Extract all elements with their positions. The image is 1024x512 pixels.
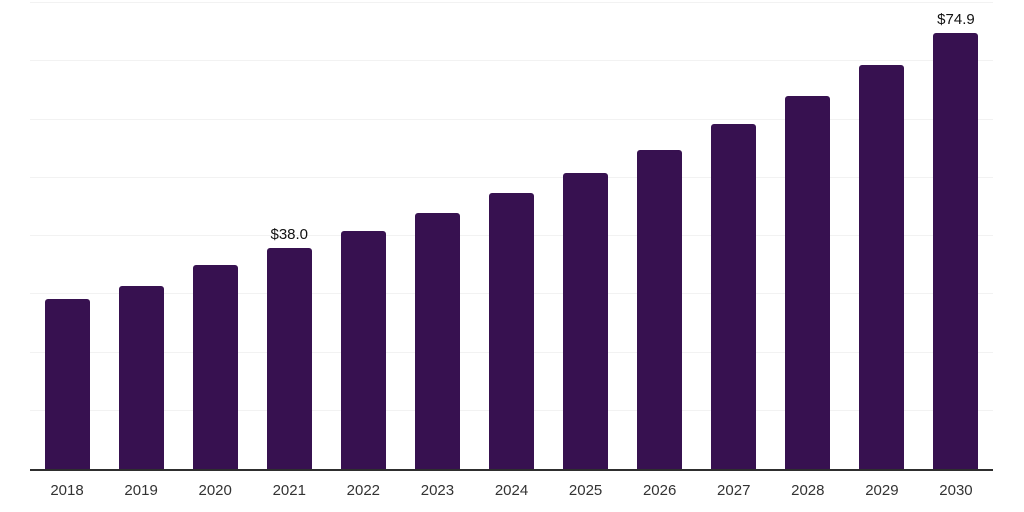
gridline-60 [30, 118, 993, 120]
bar-2024 [489, 193, 534, 469]
bar-value-label-2030: $74.9 [937, 10, 975, 28]
x-tick-label-2022: 2022 [346, 482, 381, 499]
bar-2021 [266, 247, 312, 469]
bar-2020 [192, 264, 238, 469]
x-axis-line [30, 469, 993, 471]
x-tick-label-2027: 2027 [717, 482, 751, 499]
bar-2029 [859, 65, 905, 469]
x-tick-label-2020: 2020 [198, 482, 232, 499]
x-tick-label-2029: 2029 [865, 482, 899, 499]
plot-area: $38.0 $74.9 [30, 2, 993, 471]
bar-2022 [340, 230, 386, 469]
bar-value-label-2021: $38.0 [270, 225, 309, 243]
gridline-50 [30, 176, 993, 178]
x-tick-label-2018: 2018 [50, 482, 84, 499]
bar-2026 [637, 149, 683, 469]
x-axis-labels: 2018 2019 2020 2021 2022 2023 2024 2025 2026 2027… [30, 478, 993, 504]
x-tick-label-2028: 2028 [791, 482, 825, 499]
bar-2018 [44, 298, 90, 469]
gridline-70 [30, 60, 993, 62]
bar-2028 [785, 96, 831, 469]
bar-2027 [711, 123, 757, 469]
bar-2025 [563, 172, 609, 469]
x-tick-label-2021: 2021 [272, 482, 306, 499]
bar-2030 [933, 32, 979, 469]
x-tick-label-2030: 2030 [939, 482, 973, 499]
x-tick-label-2025: 2025 [568, 482, 603, 499]
bar-2023 [414, 213, 460, 469]
x-tick-label-2026: 2026 [642, 482, 677, 499]
x-tick-label-2023: 2023 [420, 482, 455, 499]
gridline-80 [30, 2, 993, 3]
x-tick-label-2024: 2024 [494, 482, 529, 499]
x-tick-label-2019: 2019 [124, 482, 158, 499]
bar-2019 [118, 285, 164, 469]
